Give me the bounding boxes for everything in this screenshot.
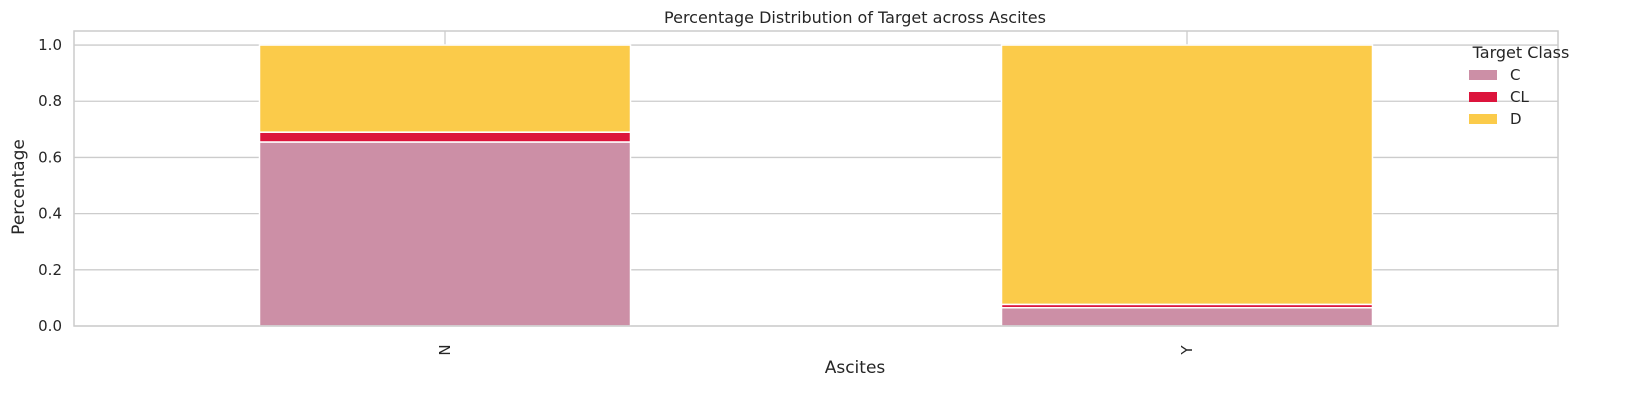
legend-swatch-d [1469, 114, 1497, 124]
y-axis-label: Percentage [9, 139, 29, 235]
y-tick-label: 0.2 [38, 261, 62, 279]
y-tick-label: 0.0 [38, 317, 62, 335]
bar-segment-c-n [258, 141, 632, 327]
y-tick-label: 0.8 [38, 92, 62, 110]
bars-layer [258, 44, 1374, 327]
y-tick-label: 0.4 [38, 205, 62, 223]
x-axis-label: Ascites [825, 358, 886, 378]
legend: Target Class C CL D [1469, 43, 1569, 128]
legend-swatch-cl [1469, 92, 1497, 102]
legend-title: Target Class [1472, 43, 1570, 62]
plot-frame [73, 30, 1559, 327]
legend-items: C CL D [1469, 66, 1529, 128]
bar-segment-cl-n [258, 131, 632, 143]
bar-segment-c-y [1000, 306, 1374, 327]
legend-swatch-c [1469, 70, 1497, 80]
x-tick-label: Y [1178, 345, 1196, 356]
x-tick-label: N [436, 344, 454, 355]
legend-label-c: C [1510, 66, 1520, 84]
legend-label-cl: CL [1510, 88, 1529, 106]
y-ticks-layer: 0.0 0.2 0.4 0.6 0.8 1.0 [38, 36, 62, 335]
legend-label-d: D [1510, 110, 1522, 128]
bar-segment-d-y [1000, 44, 1374, 306]
y-tick-label: 0.6 [38, 148, 62, 166]
y-tick-label: 1.0 [38, 36, 62, 54]
bar-segment-d-n [258, 44, 632, 133]
chart-title: Percentage Distribution of Target across… [664, 8, 1046, 27]
